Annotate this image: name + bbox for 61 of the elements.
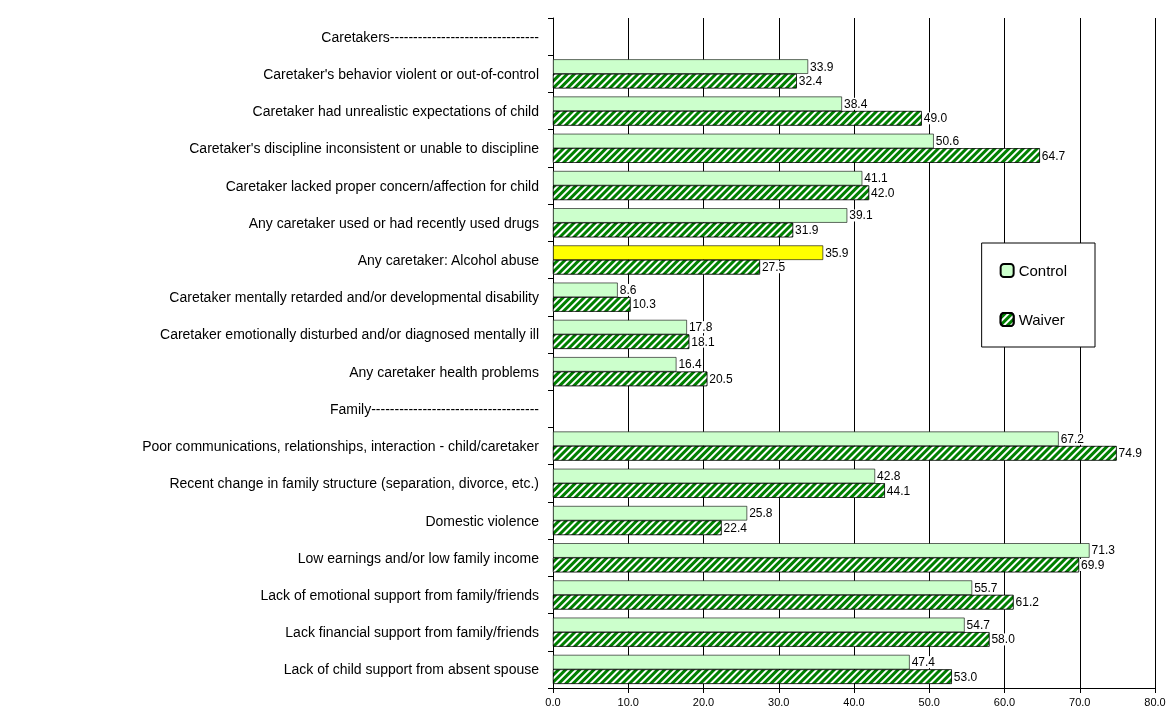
x-tick-label: 60.0 (993, 695, 1016, 708)
data-label: 71.3 (1091, 543, 1116, 558)
data-label: 50.6 (935, 134, 960, 149)
data-label: 42.0 (871, 185, 895, 200)
data-label: 67.2 (1060, 431, 1085, 446)
data-label: 47.4 (911, 655, 936, 670)
data-label: 53.0 (953, 669, 978, 684)
data-label: 22.4 (723, 520, 748, 535)
y-tick-label: Caretaker mentally retarded and/or developmental disability (169, 289, 539, 306)
data-label: 33.9 (810, 59, 834, 74)
legend-label: Control (1018, 262, 1067, 279)
data-label: 35.9 (825, 245, 849, 260)
data-label: 44.1 (886, 483, 911, 498)
data-label: 39.1 (849, 208, 873, 223)
data-label: 58.0 (991, 632, 1016, 647)
data-label: 69.9 (1081, 557, 1105, 572)
data-label: 38.4 (843, 96, 868, 111)
y-tick-label: Domestic violence (425, 512, 540, 529)
y-tick-label: Caretaker emotionally disturbed and/or diagnosed mentally ill (160, 326, 539, 343)
data-label: 32.4 (798, 74, 823, 89)
data-label: 27.5 (761, 260, 786, 275)
x-tick-label: 0.0 (545, 695, 561, 708)
data-label: 8.6 (619, 282, 637, 297)
data-label: 25.8 (749, 506, 773, 521)
data-label: 74.9 (1118, 446, 1143, 461)
data-label: 17.8 (688, 320, 713, 335)
data-label: 54.7 (966, 617, 991, 632)
x-tick-label: 20.0 (692, 695, 715, 708)
y-tick-label: Caretaker's behavior violent or out-of-control (263, 65, 539, 82)
x-tick-label: 40.0 (843, 695, 865, 708)
data-label: 41.1 (864, 171, 888, 186)
y-tick-label: Lack of child support from absent spouse (283, 661, 540, 678)
x-tick-label: 50.0 (918, 695, 940, 708)
data-label: 49.0 (923, 111, 948, 126)
data-label: 42.8 (877, 469, 901, 484)
data-label: 16.4 (678, 357, 703, 372)
y-tick-label: Any caretaker: Alcohol abuse (357, 251, 540, 268)
x-tick-label: 10.0 (617, 695, 639, 708)
data-label: 18.1 (691, 334, 715, 349)
y-tick-label: Caretaker's discipline inconsistent or unable to discipline (189, 140, 540, 157)
y-tick-label: Family------------------------------------ (329, 400, 540, 417)
data-label: 20.5 (709, 371, 733, 386)
legend-label: Waiver (1018, 311, 1065, 328)
y-tick-label: Any caretaker used or had recently used drugs (248, 214, 539, 231)
y-tick-label: Caretakers-------------------------------- (321, 28, 540, 45)
x-tick-label: 80.0 (1144, 695, 1166, 708)
y-tick-label: Recent change in family structure (separation, divorce, etc.) (169, 475, 539, 492)
data-label: 10.3 (632, 297, 657, 312)
y-tick-label: Any caretaker health problems (349, 363, 539, 380)
y-tick-label: Low earnings and/or low family income (297, 549, 540, 566)
y-tick-label: Poor communications, relationships, interaction - child/caretaker (142, 438, 540, 455)
y-tick-label: Caretaker had unrealistic expectations of child (252, 103, 539, 120)
x-tick-label: 30.0 (768, 695, 790, 708)
y-tick-label: Caretaker lacked proper concern/affection for child (225, 177, 539, 194)
y-tick-label: Lack financial support from family/friends (285, 624, 539, 641)
data-label: 31.9 (795, 222, 819, 237)
data-label: 64.7 (1041, 148, 1066, 163)
y-tick-label: Lack of emotional support from family/friends (260, 586, 539, 603)
data-label: 61.2 (1015, 595, 1040, 610)
x-tick-label: 70.0 (1069, 695, 1091, 708)
data-label: 55.7 (974, 580, 998, 595)
